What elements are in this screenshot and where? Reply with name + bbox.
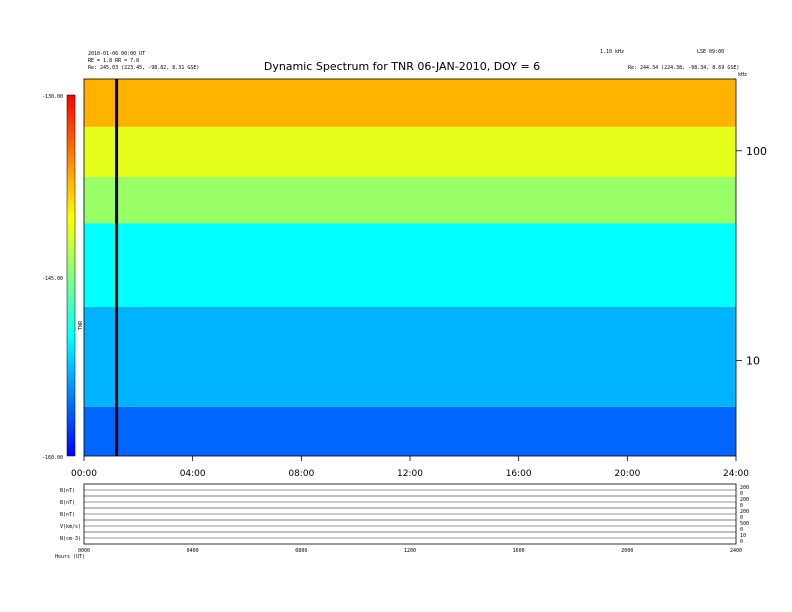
x-tick-label: 24:00 (723, 469, 749, 479)
ancillary-scale-label: 0 (740, 503, 743, 509)
ancillary-x-tick-label: 2400 (730, 548, 742, 554)
header-right-line-2: LSE 09:00 (697, 49, 724, 55)
header-left-line-3: Re: 245.03 (223.45, -98.82, 8.31 GSE) (88, 65, 199, 71)
y-axis-right: 100 10 (736, 145, 767, 367)
x-tick-label: 08:00 (288, 469, 314, 479)
y-unit-label: kHz (738, 72, 747, 78)
spectrum-band-3 (84, 223, 736, 307)
ancillary-row-label: B(nT) (60, 500, 75, 506)
chart-title: Dynamic Spectrum for TNR 06-JAN-2010, DO… (264, 60, 540, 73)
ancillary-row-label: B(nT) (60, 488, 75, 494)
ancillary-scale-label: 200 (740, 509, 749, 515)
ancillary-row-label: V(km/s) (60, 524, 81, 530)
ancillary-x-tick-label: 0800 (295, 548, 307, 554)
x-tick-label: 04:00 (180, 469, 206, 479)
spectrogram (84, 79, 736, 456)
ancillary-scale-label: 0 (740, 539, 743, 545)
spectrum-band-4 (84, 306, 736, 407)
ancillary-x-tick-label: 2000 (621, 548, 633, 554)
x-tick-label: 12:00 (397, 469, 423, 479)
ancillary-x-tick-label: 1200 (404, 548, 416, 554)
colorbar (66, 94, 76, 457)
header-right-line-1: 1.10 kHz (600, 49, 624, 55)
ancillary-scale-label: 10 (740, 533, 746, 539)
y-tick-label: 10 (746, 354, 760, 367)
ancillary-scale-label: 500 (740, 521, 749, 527)
ancillary-footer-label: Hours (UT) (55, 554, 85, 560)
ancillary-scale-label: 0 (740, 491, 743, 497)
ancillary-scale-label: 200 (740, 497, 749, 503)
ancillary-scale-label: 0 (740, 515, 743, 521)
x-tick-label: 00:00 (71, 469, 97, 479)
spectrum-band-0 (84, 79, 736, 127)
ancillary-x-tick-label: 0000 (78, 548, 90, 554)
colorbar-tick-min: -160.00 (42, 455, 63, 461)
x-tick-label: 16:00 (506, 469, 532, 479)
spectrum-band-2 (84, 176, 736, 224)
ancillary-row-label: N(cm-3) (60, 536, 81, 542)
colorbar-label: TNR (78, 320, 84, 330)
x-tick-label: 20:00 (614, 469, 640, 479)
ancillary-scale-label: 200 (740, 485, 749, 491)
header-left-line-1: 2010-01-06 00:00 UT (88, 51, 145, 57)
y-tick-label: 100 (746, 145, 767, 158)
spectrum-band-1 (84, 126, 736, 177)
header-right-line-3: Re: 244.34 (224.38, -98.34, 8.69 GSE) (628, 65, 739, 71)
ancillary-panels: B(nT)B(nT)B(nT)V(km/s)N(cm-3)20002000200… (55, 483, 749, 560)
x-axis: 00:00 04:00 08:00 12:00 16:00 20:00 24:00 (71, 456, 749, 479)
header-left-line-2: RE = 1.8 RR = 7.8 (88, 58, 139, 64)
spectrum-band-5 (84, 406, 736, 456)
ancillary-row-label: B(nT) (60, 512, 75, 518)
ancillary-scale-label: 0 (740, 527, 743, 533)
ancillary-x-tick-label: 1600 (513, 548, 525, 554)
colorbar-tick-max: -130.00 (42, 94, 63, 100)
ancillary-x-tick-label: 0400 (187, 548, 199, 554)
colorbar-tick-mid: -145.00 (42, 276, 63, 282)
